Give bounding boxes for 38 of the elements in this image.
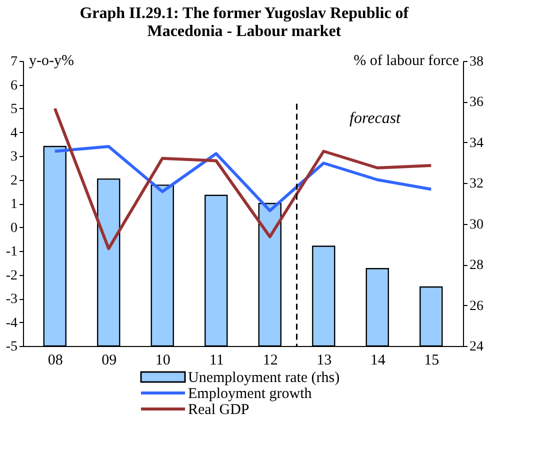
x-tick-label: 10 xyxy=(155,352,170,368)
y-tick-label: 3 xyxy=(10,150,18,164)
x-tick-label: 14 xyxy=(370,352,386,368)
y2-tick-label: 28 xyxy=(470,258,484,274)
x-tick-label: 12 xyxy=(262,352,278,368)
y2-tick-label: 30 xyxy=(470,217,484,232)
y-tick-label: 4 xyxy=(10,126,18,141)
y2-tick-label: 26 xyxy=(470,298,484,314)
legend-label: Employment growth xyxy=(188,386,312,402)
y-tick-label: 5 xyxy=(10,102,18,117)
x-tick-label: 11 xyxy=(209,352,224,368)
legend-label: Unemployment rate (rhs) xyxy=(188,370,340,386)
x-tick-label: 08 xyxy=(48,352,63,368)
y-tick-label: 2 xyxy=(10,173,18,188)
x-tick-label: 09 xyxy=(102,352,117,368)
line-series xyxy=(53,145,433,212)
legend-label: Real GDP xyxy=(188,402,250,418)
annotation: forecast xyxy=(350,110,402,127)
y2-tick-label: 32 xyxy=(470,176,484,192)
y2-tick-label: 34 xyxy=(470,136,484,151)
y-tick-label: -2 xyxy=(6,268,18,284)
y-tick-label: -4 xyxy=(6,316,18,331)
y-axis-title: y-o-y% xyxy=(29,53,74,69)
y2-axis-title: % of labour force xyxy=(354,53,460,69)
line-series xyxy=(53,107,433,250)
y-tick-label: 0 xyxy=(10,220,18,236)
y2-tick-label: 38 xyxy=(470,54,484,70)
x-tick-label: 13 xyxy=(316,352,332,368)
y-tick-label: 7 xyxy=(10,54,18,70)
y-tick-label: -1 xyxy=(6,244,18,260)
y2-tick-label: 36 xyxy=(470,95,484,110)
y-tick-label: -3 xyxy=(6,292,18,307)
chart-title: Graph II.29.1: The former Yugoslav Republic of Macedonia - Labour market xyxy=(80,5,410,40)
y2-tick-label: 24 xyxy=(470,340,484,354)
y-tick-label: -5 xyxy=(6,340,18,354)
x-tick-label: 15 xyxy=(424,352,440,368)
y-tick-label: 1 xyxy=(10,197,18,212)
y-tick-label: 6 xyxy=(10,78,18,94)
